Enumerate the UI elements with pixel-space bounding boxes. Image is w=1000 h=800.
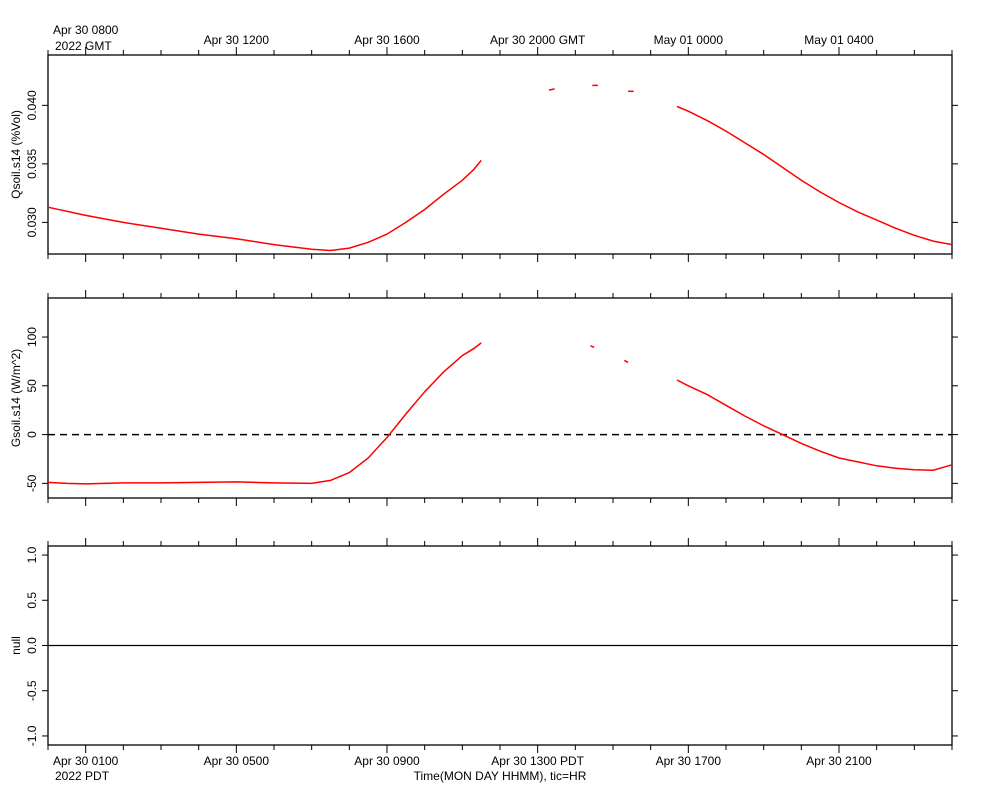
y-tick-label: 0.030 xyxy=(25,207,39,237)
series-line-segment xyxy=(590,345,595,348)
y-tick-label: 1.0 xyxy=(25,546,39,563)
y-axis-title: null xyxy=(9,636,23,655)
y-tick-label: 100 xyxy=(25,327,39,347)
panel-frame xyxy=(47,54,953,255)
top-axis-tick-label: Apr 30 1600 xyxy=(354,33,420,47)
x-axis-title: Time(MON DAY HHMM), tic=HR xyxy=(414,769,587,783)
y-tick-label: 0.5 xyxy=(25,592,39,609)
y-tick-label: 50 xyxy=(25,379,39,393)
bottom-axis-tick-label: Apr 30 0900 xyxy=(354,754,420,768)
series-line-segment xyxy=(623,359,629,364)
series-line-segment xyxy=(676,105,953,246)
y-tick-label: 0.040 xyxy=(25,90,39,120)
y-axis-title: Qsoil.s14 (%Vol) xyxy=(9,110,23,199)
bottom-time-axis: Apr 30 0100 Apr 30 0500 Apr 30 0900 Apr 30 … xyxy=(53,754,872,768)
y-tick-label: -1.0 xyxy=(25,725,39,746)
bottom-axis-tick-label: Apr 30 0500 xyxy=(204,754,270,768)
series-line-segment xyxy=(548,88,555,91)
bottom-axis-year-label: 2022 PDT xyxy=(55,769,110,783)
bottom-axis-tick-label: Apr 30 0100 xyxy=(53,754,119,768)
bottom-axis-tick-label: Apr 30 1300 PDT xyxy=(491,754,584,768)
top-axis-tick-label: Apr 30 0800 xyxy=(53,23,119,37)
top-axis-tick-label: May 01 0400 xyxy=(804,33,874,47)
bottom-axis-tick-label: Apr 30 1700 xyxy=(656,754,722,768)
top-axis-year-label: 2022 GMT xyxy=(55,39,112,53)
panel-3: -1.0 -0.5 0.0 0.5 1.0 null xyxy=(9,538,958,753)
series-line-segment xyxy=(676,379,953,471)
panel-frame xyxy=(47,297,953,499)
y-axis-title: Gsoil.s14 (W/m^2) xyxy=(9,349,23,447)
top-axis-tick-label: Apr 30 2000 GMT xyxy=(490,33,586,47)
y-tick-label: 0.035 xyxy=(25,149,39,179)
top-time-axis: Apr 30 0800 Apr 30 1200 Apr 30 1600 Apr 30 … xyxy=(53,23,874,47)
series-line-segment xyxy=(47,342,482,485)
series-line-segment xyxy=(47,159,482,252)
y-tick-label: -50 xyxy=(25,474,39,492)
y-tick-label: 0.0 xyxy=(25,637,39,654)
y-tick-label: -0.5 xyxy=(25,680,39,701)
y-tick-label: 0 xyxy=(25,431,39,438)
top-axis-tick-label: Apr 30 1200 xyxy=(204,33,270,47)
bottom-axis-tick-label: Apr 30 2100 xyxy=(806,754,872,768)
top-axis-tick-label: May 01 0000 xyxy=(654,33,724,47)
